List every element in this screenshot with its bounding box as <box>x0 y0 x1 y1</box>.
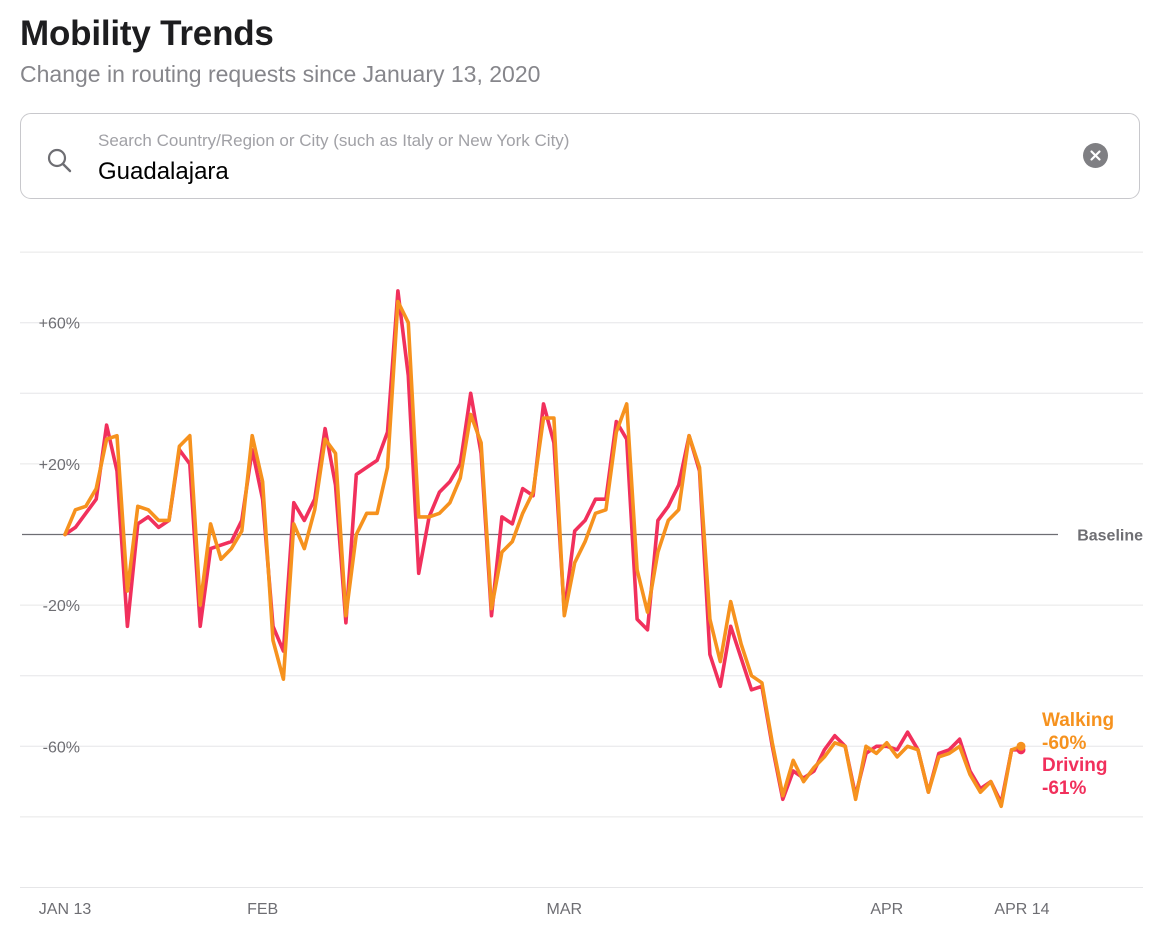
x-tick-label: APR 14 <box>994 901 1049 918</box>
x-tick-label: MAR <box>547 901 583 918</box>
clear-search-button[interactable] <box>1083 143 1108 168</box>
y-tick-label: +60% <box>39 316 80 333</box>
search-box[interactable]: Search Country/Region or City (such as I… <box>20 113 1140 199</box>
series-label-walking: Walking <box>1042 710 1114 731</box>
clear-icon <box>1090 150 1101 161</box>
search-placeholder: Search Country/Region or City (such as I… <box>98 131 570 150</box>
search-icon <box>46 147 74 175</box>
series-value-driving: -61% <box>1042 778 1086 799</box>
series-value-walking: -60% <box>1042 733 1086 754</box>
x-tick-label: FEB <box>247 901 278 918</box>
mobility-chart: Baseline +60% +20% -20% -60% JAN 13 FEB MAR APR A… <box>20 251 1143 918</box>
y-tick-label: -20% <box>43 598 80 615</box>
series-label-driving: Driving <box>1042 755 1107 776</box>
page-title: Mobility Trends <box>20 14 274 53</box>
end-point-walking <box>1016 741 1026 751</box>
page-subtitle: Change in routing requests since January… <box>20 61 541 87</box>
search-input[interactable] <box>98 158 998 186</box>
x-tick-label: APR <box>870 901 903 918</box>
y-tick-label: +20% <box>39 457 80 474</box>
baseline-label: Baseline <box>1077 528 1143 545</box>
x-tick-label: JAN 13 <box>39 901 92 918</box>
series-line-walking <box>63 299 1024 809</box>
y-tick-label: -60% <box>43 739 80 756</box>
